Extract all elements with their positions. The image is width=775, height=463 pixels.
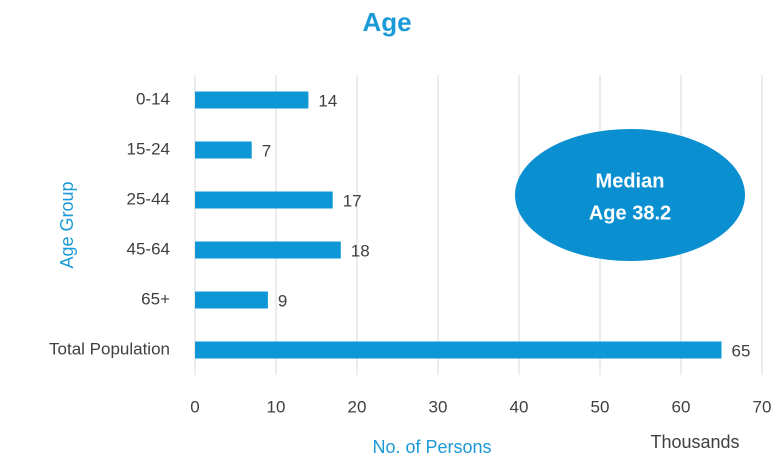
y-tick-label: Total Population: [49, 339, 170, 358]
bar: [195, 141, 252, 159]
y-tick-label: 65+: [141, 289, 170, 308]
y-tick-label: 15-24: [127, 139, 170, 158]
value-label: 18: [351, 241, 370, 260]
y-axis-label: Age Group: [57, 181, 77, 268]
y-tick-label: 0-14: [136, 89, 170, 108]
bar: [195, 241, 341, 259]
value-label: 9: [278, 291, 287, 310]
bar: [195, 341, 722, 359]
x-tick-label: 30: [429, 397, 448, 416]
y-tick-label: 25-44: [127, 189, 170, 208]
x-tick-label: 0: [190, 397, 199, 416]
y-tick-label: 45-64: [127, 239, 170, 258]
chart-title: Age: [362, 7, 411, 37]
x-tick-label: 60: [672, 397, 691, 416]
bar: [195, 191, 333, 209]
annotation-text: Median: [596, 170, 665, 192]
annotation-text: Age 38.2: [589, 202, 671, 224]
x-tick-label: 40: [510, 397, 529, 416]
x-tick-label: 10: [267, 397, 286, 416]
x-axis-label: No. of Persons: [372, 437, 491, 457]
value-label: 14: [318, 91, 337, 110]
bar: [195, 91, 309, 109]
unit-label: Thousands: [650, 432, 739, 452]
value-label: 65: [732, 341, 751, 360]
value-label: 7: [262, 141, 271, 160]
annotation-bubble: [515, 129, 745, 261]
value-label: 17: [343, 191, 362, 210]
x-tick-label: 20: [348, 397, 367, 416]
x-tick-label: 70: [753, 397, 772, 416]
bar: [195, 291, 268, 309]
x-tick-label: 50: [591, 397, 610, 416]
